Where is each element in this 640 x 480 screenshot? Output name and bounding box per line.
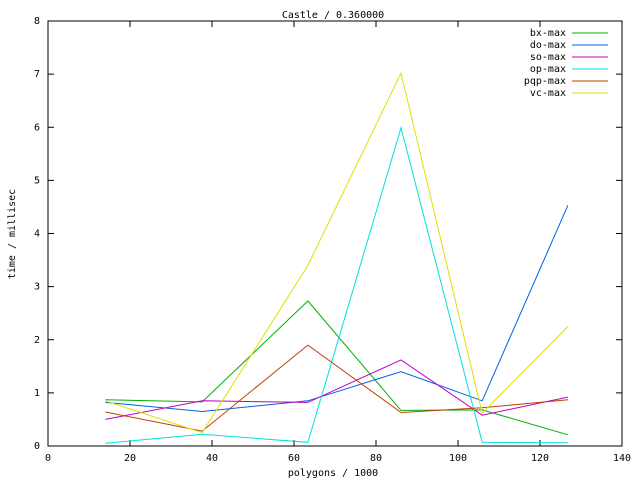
series-line — [105, 205, 569, 413]
y-tick-label: 6 — [34, 122, 40, 133]
legend-label: op-max — [530, 64, 566, 75]
x-tick-label: 20 — [124, 453, 136, 464]
y-tick-label: 4 — [34, 229, 40, 240]
series-line — [105, 359, 569, 420]
x-tick-label: 100 — [449, 453, 467, 464]
legend-label: bx-max — [530, 28, 566, 39]
y-tick-label: 8 — [34, 16, 40, 27]
legend-label: so-max — [530, 52, 566, 63]
x-tick-label: 0 — [45, 453, 51, 464]
legend-label: vc-max — [530, 88, 566, 99]
y-tick-label: 2 — [34, 335, 40, 346]
legend-label: do-max — [530, 40, 566, 51]
legend-label: pqp-max — [524, 76, 566, 87]
y-tick-label: 5 — [34, 175, 40, 186]
y-tick-label: 3 — [34, 282, 40, 293]
series-line — [105, 125, 568, 444]
y-tick-label: 1 — [34, 388, 40, 399]
x-tick-label: 40 — [206, 453, 218, 464]
x-tick-label: 80 — [370, 453, 382, 464]
x-tick-label: 120 — [531, 453, 549, 464]
y-axis-label: time / millisec — [7, 189, 18, 279]
y-tick-label: 7 — [34, 69, 40, 80]
x-tick-label: 140 — [613, 453, 631, 464]
y-tick-label: 0 — [34, 441, 40, 452]
chart-title: Castle / 0.360000 — [282, 10, 384, 21]
series-line — [105, 300, 569, 436]
x-tick-label: 60 — [288, 453, 300, 464]
series-line — [105, 344, 568, 432]
x-axis-label: polygons / 1000 — [288, 468, 378, 479]
series-line — [105, 71, 569, 434]
